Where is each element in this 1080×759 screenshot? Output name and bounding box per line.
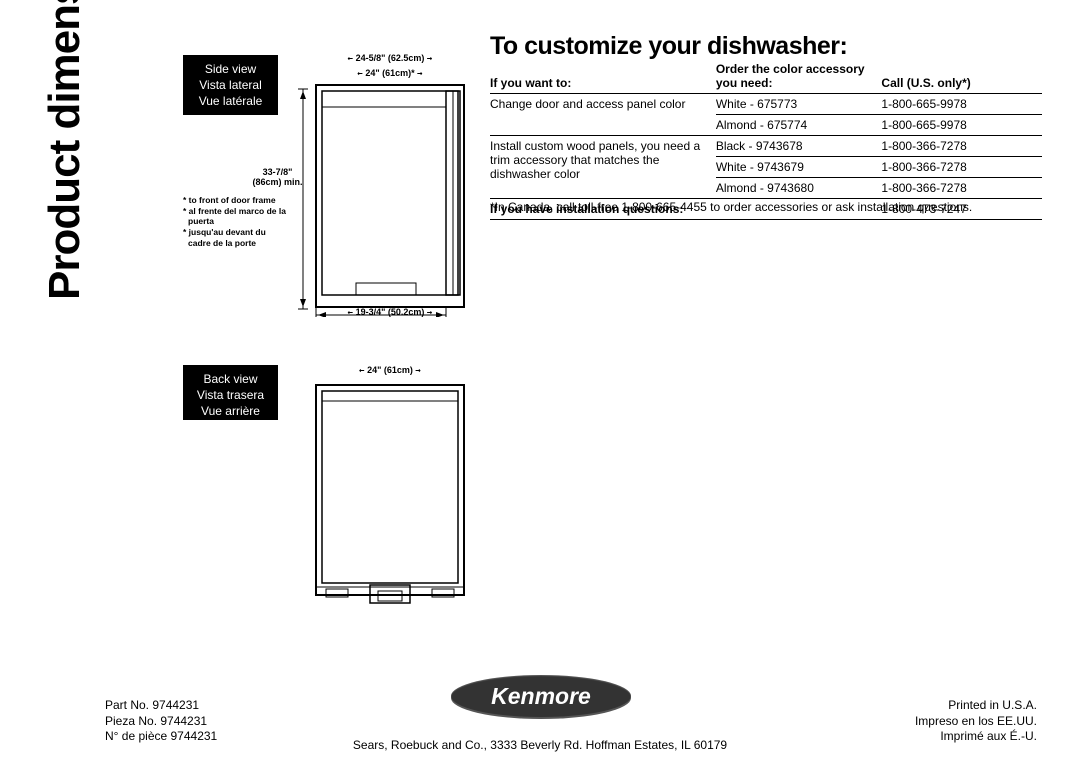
side-fr: Vue latérale bbox=[199, 94, 263, 108]
footnote-block: * to front of door frame * al frente del… bbox=[183, 195, 288, 248]
dim-bottom-depth: ← 19-3/4" (50.2cm) → bbox=[316, 307, 464, 318]
cell-phone: 1-800-366-7278 bbox=[881, 136, 1042, 157]
dim-bottom-depth-text: 19-3/4" (50.2cm) bbox=[356, 307, 425, 317]
cell-accessory: Almond - 675774 bbox=[716, 115, 882, 136]
side-es: Vista lateral bbox=[199, 78, 261, 92]
note-0: * to front of door frame bbox=[183, 195, 288, 206]
print-en: Printed in U.S.A. bbox=[915, 698, 1037, 714]
note-1: * al frente del marco de la puerta bbox=[183, 206, 288, 227]
back-es: Vista trasera bbox=[197, 388, 264, 402]
customize-table: If you want to: Order the color accessor… bbox=[490, 60, 1042, 220]
sears-address: Sears, Roebuck and Co., 3333 Beverly Rd.… bbox=[0, 738, 1080, 752]
side-view-label: Side view Vista lateral Vue latérale bbox=[183, 55, 278, 115]
cell-phone: 1-800-366-7278 bbox=[881, 178, 1042, 199]
th-task: If you want to: bbox=[490, 60, 716, 94]
print-es: Impreso en los EE.UU. bbox=[915, 714, 1037, 730]
side-en: Side view bbox=[205, 62, 256, 76]
th-accessory: Order the color accessory you need: bbox=[716, 60, 882, 94]
cell-accessory: Almond - 9743680 bbox=[716, 178, 882, 199]
back-fr: Vue arrière bbox=[201, 404, 260, 418]
cell-phone: 1-800-665-9978 bbox=[881, 94, 1042, 115]
cell-task: Install custom wood panels, you need a t… bbox=[490, 136, 716, 199]
logo-block: Kenmore bbox=[430, 675, 652, 719]
vertical-title: Product dimensions bbox=[40, 0, 90, 300]
back-view-label: Back view Vista trasera Vue arrière bbox=[183, 365, 278, 420]
part-es: Pieza No. 9744231 bbox=[105, 714, 217, 730]
cell-task: Change door and access panel color bbox=[490, 94, 716, 136]
cell-accessory: White - 675773 bbox=[716, 94, 882, 115]
cell-accessory: White - 9743679 bbox=[716, 157, 882, 178]
note-2: * jusqu'au devant du cadre de la porte bbox=[183, 227, 288, 248]
cell-phone: 1-800-366-7278 bbox=[881, 157, 1042, 178]
page-title: To customize your dishwasher: bbox=[490, 32, 847, 61]
th-phone: Call (U.S. only*) bbox=[881, 60, 1042, 94]
part-en: Part No. 9744231 bbox=[105, 698, 217, 714]
table-row: Change door and access panel color White… bbox=[490, 94, 1042, 115]
back-en: Back view bbox=[203, 372, 257, 386]
canada-footnote: *In Canada, call toll-free 1-800-665-445… bbox=[490, 200, 972, 214]
cell-accessory: Black - 9743678 bbox=[716, 136, 882, 157]
kenmore-logo: Kenmore bbox=[451, 675, 631, 717]
dim-height: 33-7/8" (86cm) min. bbox=[250, 167, 305, 187]
cell-phone: 1-800-665-9978 bbox=[881, 115, 1042, 136]
table-row: Install custom wood panels, you need a t… bbox=[490, 136, 1042, 157]
